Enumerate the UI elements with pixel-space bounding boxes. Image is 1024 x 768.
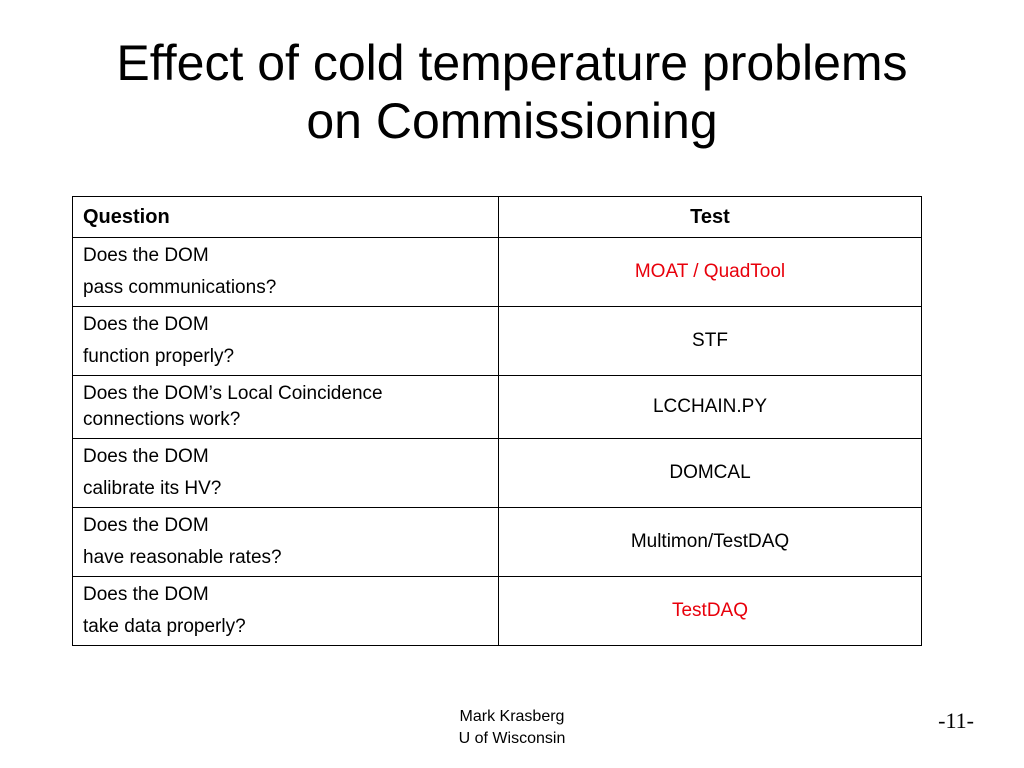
slide-title-line-1: Effect of cold temperature problems [116, 35, 908, 91]
question-line-1: Does the DOM [83, 515, 209, 536]
slide-title: Effect of cold temperature problems on C… [0, 34, 1024, 150]
table-row: Does the DOM function properly? STF [72, 306, 922, 376]
question-cell: Does the DOM pass communications? [72, 237, 499, 307]
question-cell: Does the DOM calibrate its HV? [72, 438, 499, 508]
header-test: Test [498, 196, 922, 238]
question-line-2: connections work? [83, 409, 241, 430]
table-row: Does the DOM pass communications? MOAT /… [72, 237, 922, 307]
test-cell: LCCHAIN.PY [498, 375, 922, 439]
table-row: Does the DOM take data properly? TestDAQ [72, 576, 922, 646]
question-test-table: Question Test Does the DOM pass communic… [72, 196, 922, 646]
question-line-2: pass communications? [83, 277, 277, 298]
table-header-row: Question Test [72, 196, 922, 238]
footer-affiliation: U of Wisconsin [458, 730, 566, 747]
question-cell: Does the DOM have reasonable rates? [72, 507, 499, 577]
question-line-1: Does the DOM [83, 584, 209, 605]
question-line-1: Does the DOM [83, 446, 209, 467]
table-row: Does the DOM calibrate its HV? DOMCAL [72, 438, 922, 508]
question-line-1: Does the DOM [83, 245, 209, 266]
question-line-1: Does the DOM’s Local Coincidence [83, 383, 383, 404]
table-row: Does the DOM have reasonable rates? Mult… [72, 507, 922, 577]
slide-title-line-2: on Commissioning [306, 93, 718, 149]
test-cell: STF [498, 306, 922, 376]
footer-author: Mark Krasberg [459, 708, 565, 725]
question-line-2: function properly? [83, 346, 235, 367]
question-cell: Does the DOM take data properly? [72, 576, 499, 646]
page-number: -11- [938, 708, 974, 733]
question-line-2: have reasonable rates? [83, 547, 282, 568]
question-line-1: Does the DOM [83, 314, 209, 335]
test-cell: Multimon/TestDAQ [498, 507, 922, 577]
test-cell: MOAT / QuadTool [498, 237, 922, 307]
header-question: Question [72, 196, 499, 238]
question-cell: Does the DOM function properly? [72, 306, 499, 376]
footer-author-block: Mark Krasberg U of Wisconsin [412, 706, 612, 750]
question-line-2: calibrate its HV? [83, 478, 222, 499]
question-line-2: take data properly? [83, 616, 246, 637]
question-cell: Does the DOM’s Local Coincidence connect… [72, 375, 499, 439]
test-cell: TestDAQ [498, 576, 922, 646]
test-cell: DOMCAL [498, 438, 922, 508]
table-row: Does the DOM’s Local Coincidence connect… [72, 375, 922, 439]
